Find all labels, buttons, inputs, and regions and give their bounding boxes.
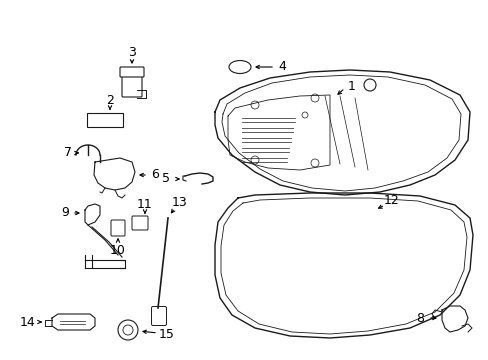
Bar [87, 113, 123, 127]
Text: 7: 7 [64, 147, 72, 159]
Text: 9: 9 [61, 207, 69, 220]
Text: 13: 13 [172, 195, 187, 208]
Text: 8: 8 [415, 311, 423, 324]
Text: 15: 15 [159, 328, 175, 341]
Text: 1: 1 [347, 80, 355, 93]
FancyBboxPatch shape [111, 220, 125, 236]
Text: 6: 6 [151, 168, 159, 181]
Text: 4: 4 [278, 60, 285, 73]
Text: 10: 10 [110, 243, 126, 256]
Text: 14: 14 [20, 315, 36, 328]
Text: 12: 12 [384, 194, 399, 207]
FancyBboxPatch shape [122, 71, 142, 97]
FancyBboxPatch shape [132, 216, 148, 230]
Text: 3: 3 [128, 45, 136, 58]
Text: 2: 2 [106, 94, 114, 107]
Text: 5: 5 [162, 172, 170, 185]
Ellipse shape [228, 60, 250, 73]
FancyBboxPatch shape [120, 67, 143, 77]
Text: 11: 11 [137, 198, 153, 211]
FancyBboxPatch shape [151, 306, 166, 325]
